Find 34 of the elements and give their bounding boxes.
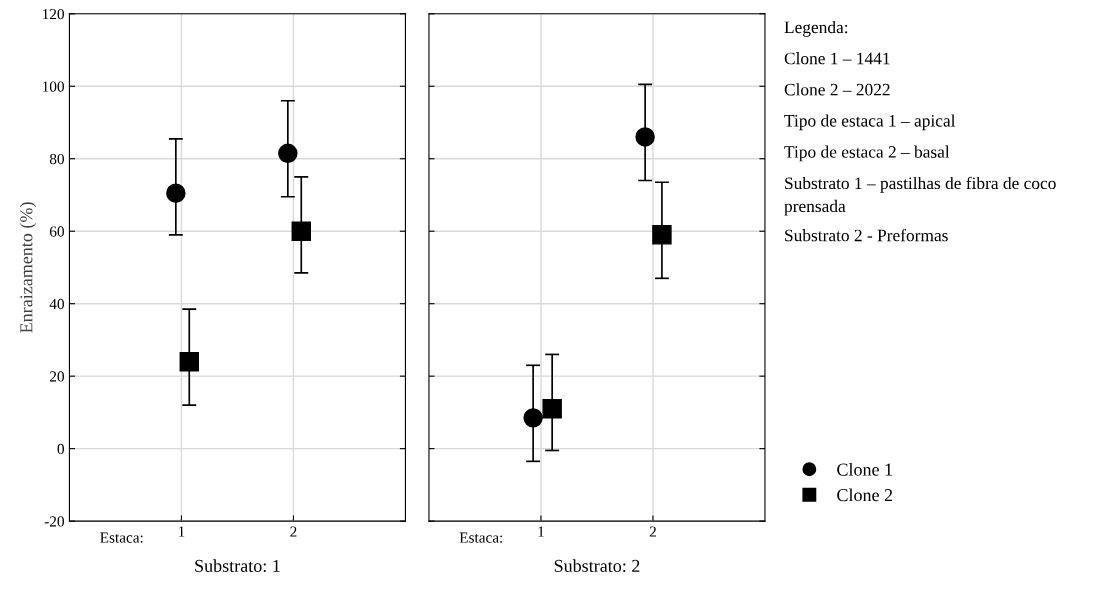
legend-label: Clone 1 bbox=[837, 462, 893, 476]
point bbox=[542, 399, 562, 419]
y-tick-label: 0 bbox=[57, 443, 64, 455]
x-tick-label: 1 bbox=[178, 526, 185, 537]
point bbox=[278, 143, 298, 164]
point bbox=[291, 221, 312, 241]
point bbox=[166, 183, 186, 203]
point bbox=[652, 225, 672, 245]
point bbox=[635, 127, 655, 147]
text: Substrato 2 - Preformas bbox=[785, 228, 948, 242]
y-tick-label: 20 bbox=[49, 371, 64, 382]
x-tick-label: 2 bbox=[649, 526, 656, 537]
point bbox=[523, 408, 543, 428]
text: Clone 1 – 1441 bbox=[784, 52, 890, 65]
text: Tipo de estaca 1 – apical bbox=[784, 114, 956, 131]
y-axis-title: Enraizamento (%) bbox=[19, 202, 37, 333]
y-tick-label: 80 bbox=[49, 153, 64, 165]
legend-label: Clone 2 bbox=[837, 488, 893, 502]
text: Legenda: bbox=[784, 20, 848, 37]
x-axis-title: Substrato: 2 bbox=[554, 559, 640, 573]
text: Estaca: bbox=[100, 532, 143, 543]
text: Clone 2 – 2022 bbox=[784, 83, 890, 96]
y-tick-label: 40 bbox=[49, 298, 64, 310]
y-tick-label: 60 bbox=[49, 226, 64, 237]
text: Substrato 1 – pastilhas de fibra de coco prensada bbox=[784, 176, 1056, 216]
x-axis-title: Substrato: 1 bbox=[195, 559, 280, 573]
point bbox=[179, 351, 200, 372]
text: Estaca: bbox=[459, 532, 503, 543]
text: Tipo de estaca 2 – basal bbox=[784, 145, 950, 162]
x-tick-label: 2 bbox=[290, 526, 297, 537]
x-tick-label: 1 bbox=[538, 526, 544, 537]
y-tick-label: -20 bbox=[44, 516, 64, 527]
y-tick-label: 100 bbox=[43, 81, 64, 92]
y-tick-label: 120 bbox=[43, 8, 64, 20]
